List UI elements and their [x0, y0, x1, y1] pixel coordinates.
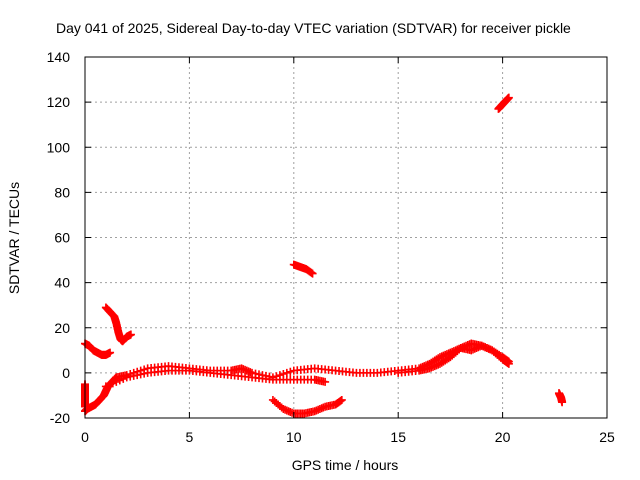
series-track-dip: [268, 395, 346, 418]
data-point: [321, 377, 330, 386]
data-point: [282, 368, 291, 377]
data-point: [112, 377, 121, 386]
x-tick-label: 20: [495, 429, 511, 445]
series-track-main-lower: [101, 366, 330, 391]
data-points: [81, 93, 567, 418]
y-axis-label: SDTVAR / TECUs: [6, 182, 22, 294]
x-tick-label: 25: [599, 429, 615, 445]
data-point: [504, 93, 513, 102]
data-point: [101, 382, 110, 391]
x-tick-label: 15: [390, 429, 406, 445]
data-point: [337, 395, 346, 404]
y-tick-label: 60: [54, 230, 70, 246]
y-tick-label: 80: [54, 184, 70, 200]
data-point: [105, 380, 114, 389]
y-tick-label: -20: [50, 410, 70, 426]
data-point: [126, 330, 135, 339]
series-track-late-isolated: [554, 389, 567, 407]
data-point: [558, 398, 567, 407]
series-track-top: [494, 93, 513, 113]
series-track-late-lower: [394, 339, 513, 377]
y-tick-label: 140: [47, 49, 71, 65]
x-axis-label: GPS time / hours: [292, 457, 399, 473]
axis-ticks: 0 5 10 15 20 25 -20 0 20 40 60 80 100 120 140: [47, 49, 615, 445]
data-point: [504, 357, 513, 366]
data-point: [108, 379, 117, 388]
y-tick-label: 100: [47, 139, 71, 155]
y-tick-label: 0: [62, 365, 70, 381]
y-tick-label: 20: [54, 320, 70, 336]
series-track-hump: [101, 303, 135, 346]
x-tick-label: 10: [286, 429, 302, 445]
data-point: [308, 269, 317, 278]
data-point: [286, 367, 295, 376]
series-track-mid-high: [289, 260, 317, 278]
x-tick-label: 0: [81, 429, 89, 445]
chart-title: Day 041 of 2025, Sidereal Day-to-day VTE…: [56, 20, 571, 36]
data-point: [119, 374, 128, 383]
series-track-early-descent: [81, 339, 115, 359]
x-tick-label: 5: [186, 429, 194, 445]
y-tick-label: 120: [47, 94, 71, 110]
y-tick-label: 40: [54, 275, 70, 291]
data-point: [106, 348, 115, 357]
data-point: [115, 376, 124, 385]
grid-lines: [85, 57, 607, 418]
